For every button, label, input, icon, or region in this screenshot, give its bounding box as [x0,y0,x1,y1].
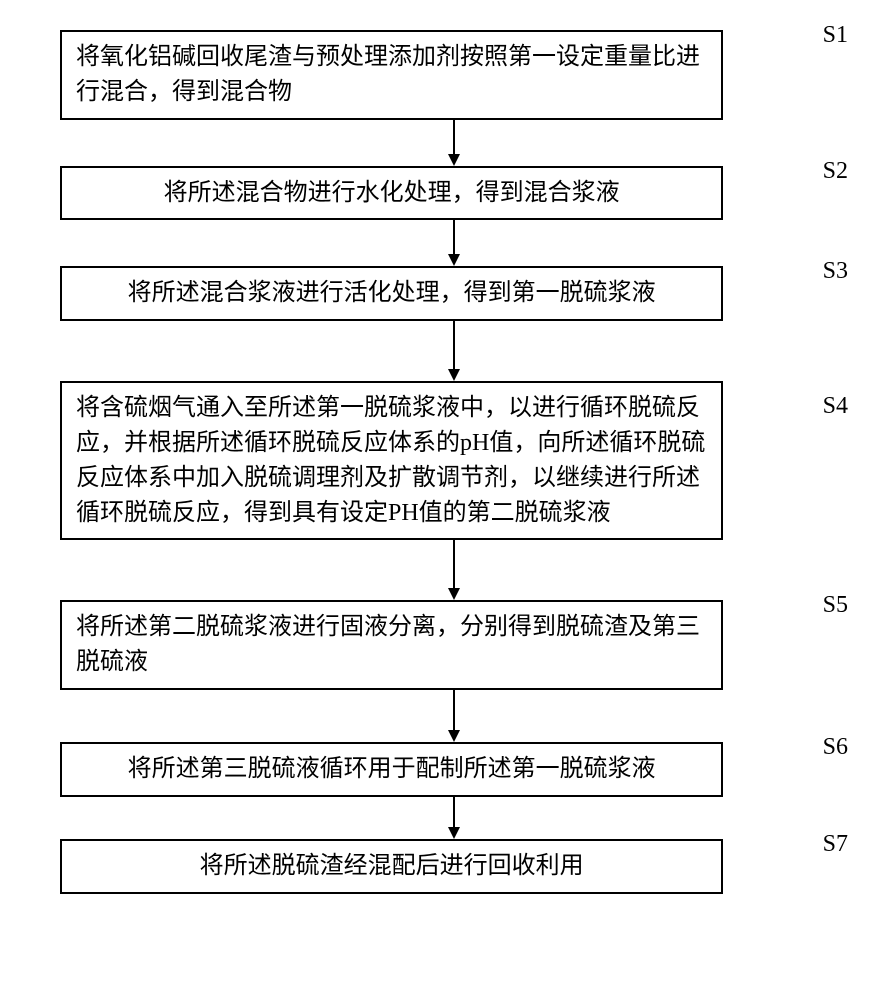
step-label-s3: S3 [823,258,848,285]
arrow-down-icon [444,321,464,381]
arrow-s5-s6 [109,690,799,742]
step-row-s4: 将含硫烟气通入至所述第一脱硫浆液中，以进行循环脱硫反应，并根据所述循环脱硫反应体… [60,381,848,540]
flowchart: 将氧化铝碱回收尾渣与预处理添加剂按照第一设定重量比进行混合，得到混合物 S1 将… [60,30,848,894]
arrow-down-icon [444,690,464,742]
step-row-s5: 将所述第二脱硫浆液进行固液分离，分别得到脱硫渣及第三脱硫液 S5 [60,600,848,690]
step-box-s4: 将含硫烟气通入至所述第一脱硫浆液中，以进行循环脱硫反应，并根据所述循环脱硫反应体… [60,381,723,540]
step-box-s2: 将所述混合物进行水化处理，得到混合浆液 [60,166,723,221]
step-label-s6: S6 [823,734,848,761]
arrow-s2-s3 [109,220,799,266]
step-row-s6: 将所述第三脱硫液循环用于配制所述第一脱硫浆液 S6 [60,742,848,797]
step-label-s1: S1 [823,22,848,49]
step-label-s5: S5 [823,592,848,619]
step-box-s7: 将所述脱硫渣经混配后进行回收利用 [60,839,723,894]
arrow-down-icon [444,540,464,600]
arrow-s4-s5 [109,540,799,600]
step-box-s5: 将所述第二脱硫浆液进行固液分离，分别得到脱硫渣及第三脱硫液 [60,600,723,690]
arrow-down-icon [444,120,464,166]
arrow-down-icon [444,220,464,266]
step-row-s2: 将所述混合物进行水化处理，得到混合浆液 S2 [60,166,848,221]
step-label-s2: S2 [823,158,848,185]
arrow-s3-s4 [109,321,799,381]
step-box-s6: 将所述第三脱硫液循环用于配制所述第一脱硫浆液 [60,742,723,797]
step-row-s7: 将所述脱硫渣经混配后进行回收利用 S7 [60,839,848,894]
step-label-s4: S4 [823,393,848,420]
step-row-s1: 将氧化铝碱回收尾渣与预处理添加剂按照第一设定重量比进行混合，得到混合物 S1 [60,30,848,120]
arrow-down-icon [444,797,464,839]
arrow-s1-s2 [109,120,799,166]
step-label-s7: S7 [823,831,848,858]
step-box-s1: 将氧化铝碱回收尾渣与预处理添加剂按照第一设定重量比进行混合，得到混合物 [60,30,723,120]
step-box-s3: 将所述混合浆液进行活化处理，得到第一脱硫浆液 [60,266,723,321]
step-row-s3: 将所述混合浆液进行活化处理，得到第一脱硫浆液 S3 [60,266,848,321]
arrow-s6-s7 [109,797,799,839]
